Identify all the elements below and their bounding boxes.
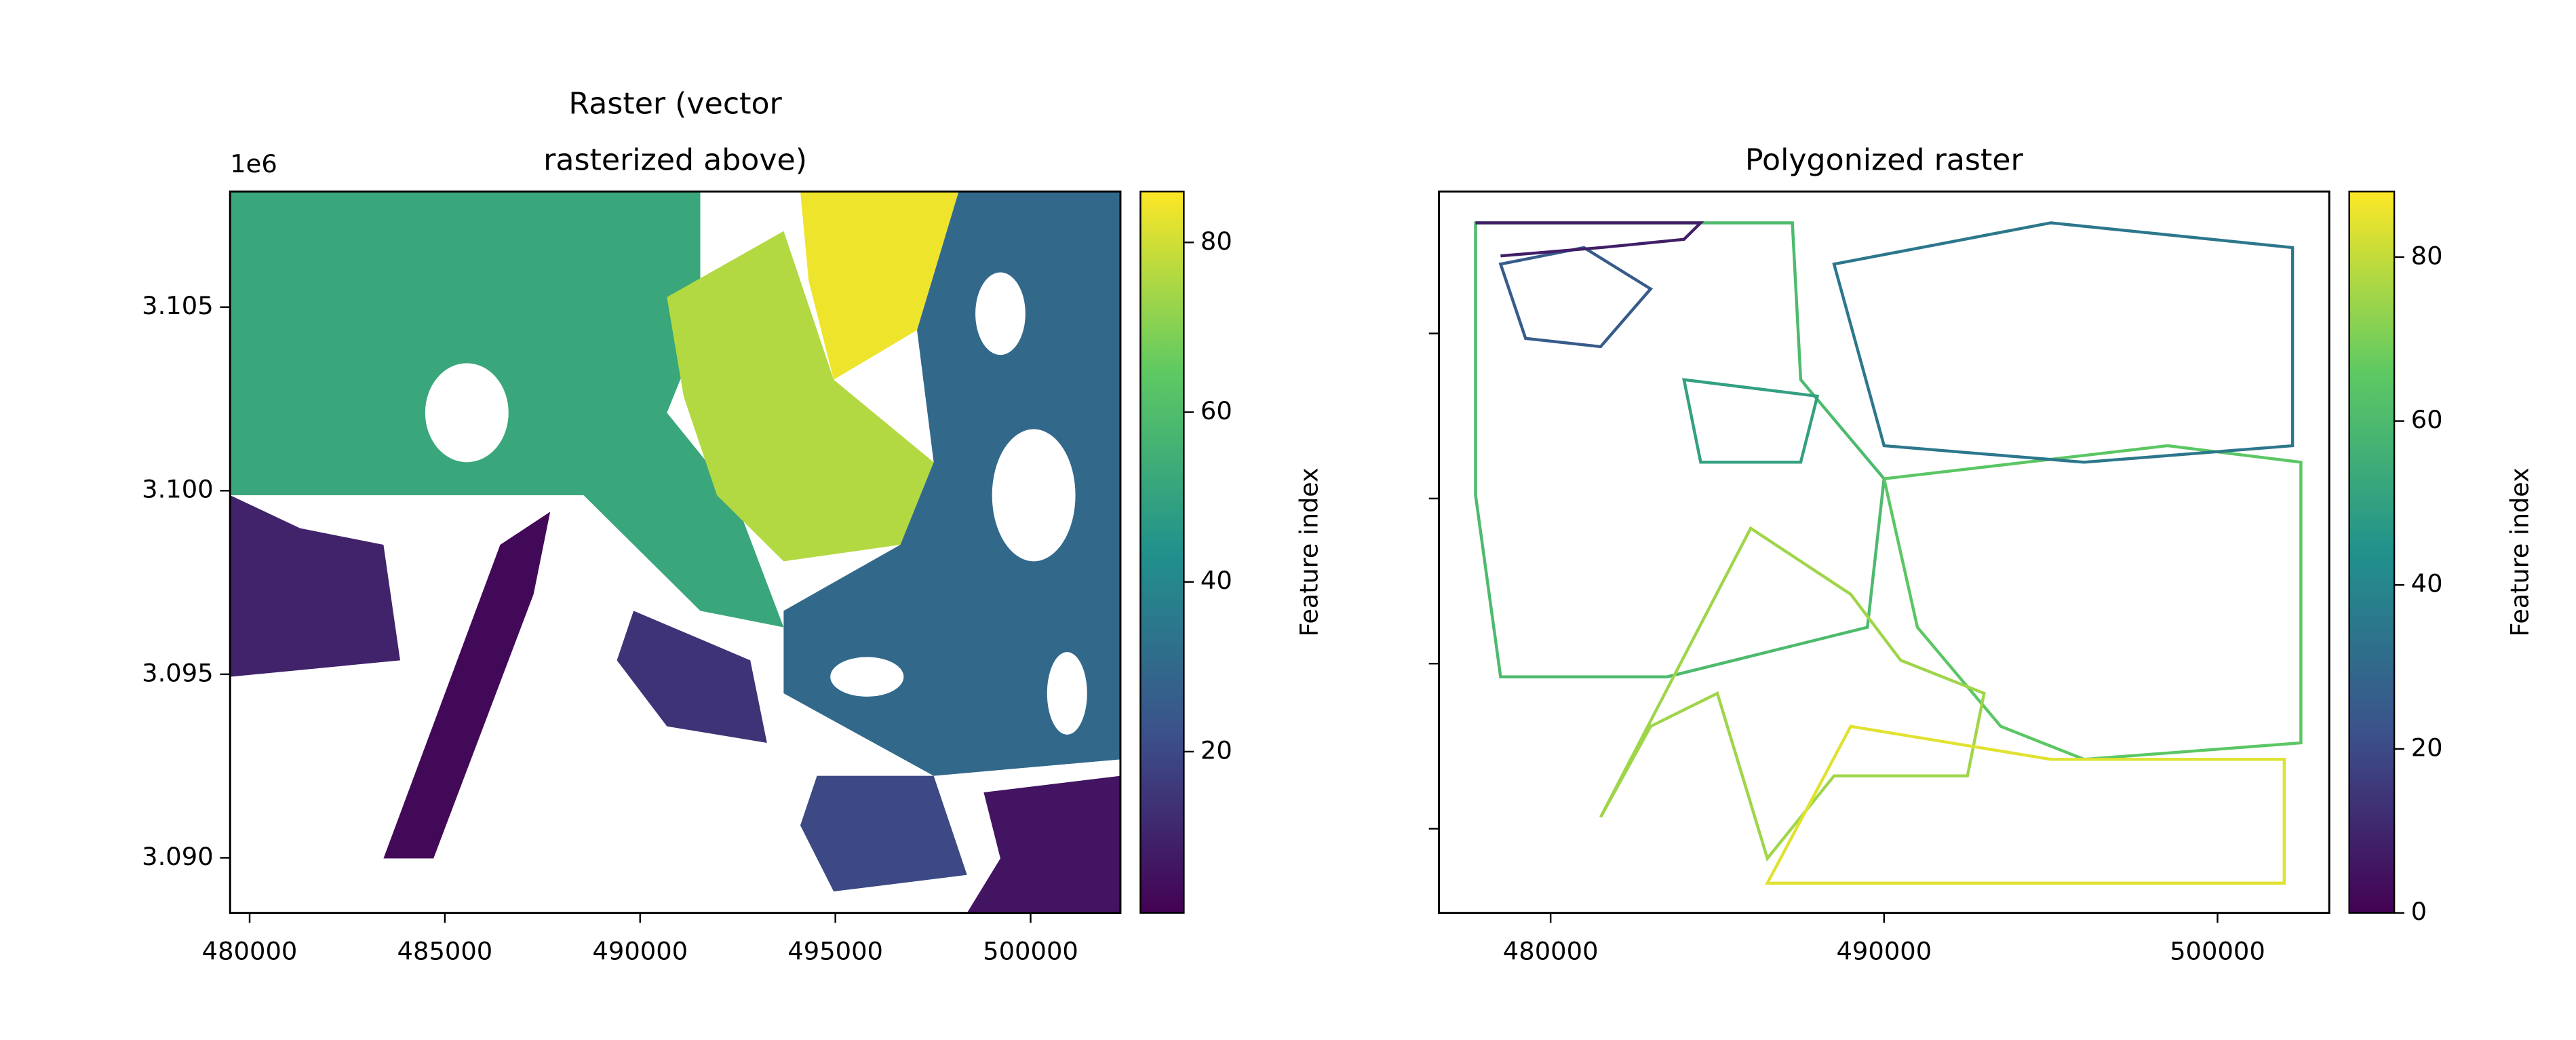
colorbar-tick-label: 80 [2411,242,2443,271]
y-tick-label: 3.095 [142,659,214,688]
raster-feature [383,512,551,859]
x-tick-label: 500000 [983,937,1078,966]
feature-outline [1474,221,1886,678]
raster-feature [783,191,1120,776]
raster-feature [617,611,767,743]
offset-text: 1e6 [230,149,277,178]
y-tick-label: 3.105 [142,291,214,320]
chart-title: Polygonized raster [1745,143,2024,178]
colorbar-tick-label: 60 [2411,405,2443,434]
chart-title: rasterized above) [543,143,807,178]
raster-hole [425,363,509,463]
colorbar-tick-label: 0 [2411,897,2427,926]
x-tick-label: 495000 [787,937,883,966]
raster-hole [992,429,1076,562]
raster-feature [967,775,1120,913]
x-tick-label: 500000 [2170,937,2265,966]
x-tick-label: 480000 [1503,937,1599,966]
raster-feature [667,231,934,562]
chart-title: Raster (vector [568,87,782,121]
colorbar-tick-label: 20 [1201,736,1232,765]
x-tick-label: 490000 [1836,937,1932,966]
x-tick-label: 490000 [592,937,688,966]
raster-hole [975,272,1026,355]
axes-frame [229,190,1122,914]
colorbar-tick-label: 40 [1201,566,1232,595]
raster-feature [230,495,400,677]
raster-layer [230,191,1120,913]
colorbar-tick-label: 40 [2411,569,2443,598]
raster-hole [830,657,904,697]
y-tick-label: 3.090 [142,842,214,871]
colorbar-label: Feature index [1295,467,1324,636]
colorbar-label: Feature index [2505,467,2534,636]
feature-outline [1882,444,2303,761]
feature-outline [1599,526,1986,862]
raster-hole [1047,652,1087,735]
colorbar-tick-label: 60 [1201,396,1232,425]
colorbar [2348,191,2396,914]
colorbar-tick-label: 20 [2411,733,2443,763]
feature-outline [1475,221,1704,258]
raster-feature [800,775,967,891]
axes-frame [1437,190,2330,914]
feature-outline [1832,221,2295,464]
x-tick-label: 485000 [397,937,493,966]
raster-feature [800,191,959,380]
x-tick-label: 480000 [202,937,298,966]
feature-outline [1498,246,1654,349]
feature-outline [1682,378,1820,464]
y-tick-label: 3.100 [142,475,214,504]
colorbar [1139,191,1185,914]
colorbar-tick-label: 80 [1201,227,1232,256]
feature-outline [1765,725,2286,885]
